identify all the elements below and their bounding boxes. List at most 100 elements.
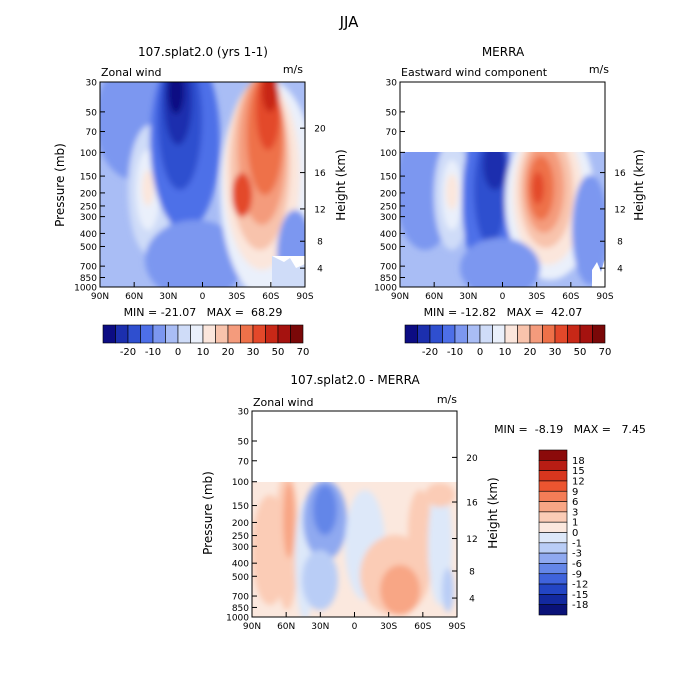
colorbar-swatch bbox=[240, 324, 254, 344]
colorbar-swatch bbox=[202, 324, 216, 344]
y-tick-label: 700 bbox=[80, 263, 97, 273]
colorbar-label: 70 bbox=[599, 347, 612, 358]
colorbar-swatch bbox=[538, 573, 568, 585]
colorbar-label: 9 bbox=[572, 487, 578, 498]
colorbar-label: 50 bbox=[272, 347, 285, 358]
colorbar-label: 10 bbox=[197, 347, 210, 358]
colorbar-label: 0 bbox=[175, 347, 181, 358]
y-tick-label: 1000 bbox=[374, 284, 397, 294]
x-tick-label: 0 bbox=[352, 622, 358, 632]
colorbar-swatch bbox=[417, 324, 431, 344]
colorbar-label: 12 bbox=[572, 476, 585, 487]
y-axis-right-title: Height (km) bbox=[334, 149, 348, 220]
y-tick-label: 300 bbox=[380, 213, 397, 223]
y-tick-label: 100 bbox=[380, 149, 397, 159]
y-tick-label: 70 bbox=[238, 457, 250, 467]
colorbar: -20 -10 0 10 20 30 50 70 bbox=[102, 324, 309, 358]
colorbar-swatch bbox=[517, 324, 531, 344]
x-tick-label: 0 bbox=[500, 292, 506, 302]
contour-field bbox=[252, 411, 457, 617]
colorbar-swatch bbox=[454, 324, 468, 344]
min-max-stats: MIN = -12.82 MAX = 42.07 bbox=[424, 306, 583, 319]
colorbar-swatch bbox=[538, 501, 568, 513]
colorbar-swatch bbox=[529, 324, 543, 344]
colorbar-label: 3 bbox=[572, 507, 578, 518]
colorbar-swatch bbox=[492, 324, 506, 344]
colorbar-swatch bbox=[252, 324, 266, 344]
colorbar-swatch bbox=[265, 324, 279, 344]
colorbar-swatch bbox=[567, 324, 581, 344]
height-tick-label: 12 bbox=[466, 535, 477, 545]
height-tick-label: 4 bbox=[317, 265, 323, 275]
panel-units-label: m/s bbox=[283, 63, 303, 76]
y-tick-label: 150 bbox=[380, 173, 397, 183]
height-tick-label: 4 bbox=[617, 265, 623, 275]
colorbar-label: 20 bbox=[524, 347, 537, 358]
colorbar-swatch bbox=[542, 324, 556, 344]
panel-difference: 107.splat2.0 - MERRA Zonal wind m/s bbox=[201, 373, 646, 632]
x-tick-label: 60S bbox=[262, 292, 279, 302]
colorbar-label: 30 bbox=[549, 347, 562, 358]
colorbar-label: -15 bbox=[572, 590, 588, 601]
contour-field bbox=[100, 82, 305, 287]
y-tick-label: 30 bbox=[86, 79, 98, 89]
colorbar-swatch bbox=[227, 324, 241, 344]
x-tick-label: 90S bbox=[296, 292, 313, 302]
colorbar-swatch bbox=[538, 542, 568, 554]
colorbar-swatch bbox=[467, 324, 481, 344]
colorbar-swatch bbox=[277, 324, 291, 344]
colorbar-swatch bbox=[538, 594, 568, 605]
y-tick-label: 100 bbox=[80, 149, 97, 159]
colorbar-label: 0 bbox=[477, 347, 483, 358]
y-axis-right: 4 8 12 16 20 bbox=[300, 125, 326, 275]
colorbar-swatch bbox=[140, 324, 154, 344]
colorbar-swatch bbox=[290, 324, 304, 344]
x-tick-label: 90N bbox=[91, 292, 109, 302]
x-axis: 90N 60N 30N 0 30S 60S 90S bbox=[243, 612, 466, 632]
y-tick-label: 300 bbox=[80, 213, 97, 223]
colorbar-label: 0 bbox=[572, 528, 578, 539]
colorbar-swatch bbox=[592, 324, 606, 344]
y-tick-label: 200 bbox=[380, 189, 397, 199]
y-tick-label: 200 bbox=[232, 519, 249, 529]
y-tick-label: 400 bbox=[380, 230, 397, 240]
x-tick-label: 90S bbox=[596, 292, 613, 302]
height-tick-label: 20 bbox=[466, 454, 478, 464]
colorbar-swatch bbox=[442, 324, 456, 344]
colorbar-swatch bbox=[177, 324, 191, 344]
colorbar-label: -20 bbox=[422, 347, 438, 358]
colorbar-swatch bbox=[165, 324, 179, 344]
colorbar-swatch bbox=[115, 324, 129, 344]
colorbar-swatch bbox=[538, 470, 568, 482]
y-tick-label: 250 bbox=[232, 532, 249, 542]
colorbar-label: 50 bbox=[574, 347, 587, 358]
colorbar-label: -3 bbox=[572, 549, 582, 560]
height-tick-label: 8 bbox=[617, 238, 623, 248]
colorbar-swatch bbox=[538, 460, 568, 471]
colorbar-label: 30 bbox=[247, 347, 260, 358]
y-tick-label: 30 bbox=[386, 79, 398, 89]
colorbar-swatch bbox=[538, 521, 568, 533]
y-tick-label: 850 bbox=[380, 274, 397, 284]
colorbar-swatch bbox=[479, 324, 493, 344]
panel-variable-label: Eastward wind component bbox=[401, 66, 548, 79]
y-tick-label: 700 bbox=[380, 263, 397, 273]
y-tick-label: 500 bbox=[80, 243, 97, 253]
colorbar-label: 20 bbox=[222, 347, 235, 358]
x-tick-label: 60S bbox=[414, 622, 431, 632]
y-tick-label: 50 bbox=[86, 108, 98, 118]
y-tick-label: 400 bbox=[232, 560, 249, 570]
colorbar-label: -10 bbox=[145, 347, 161, 358]
colorbar-label: -10 bbox=[447, 347, 463, 358]
y-tick-label: 200 bbox=[80, 189, 97, 199]
x-tick-label: 30S bbox=[228, 292, 245, 302]
y-tick-label: 250 bbox=[80, 202, 97, 212]
x-tick-label: 30S bbox=[528, 292, 545, 302]
colorbar-swatch bbox=[538, 583, 568, 595]
colorbar-label: 15 bbox=[572, 466, 585, 477]
colorbar-label: 10 bbox=[499, 347, 512, 358]
height-tick-label: 8 bbox=[317, 238, 323, 248]
y-tick-label: 100 bbox=[232, 478, 249, 488]
x-tick-label: 90N bbox=[391, 292, 409, 302]
